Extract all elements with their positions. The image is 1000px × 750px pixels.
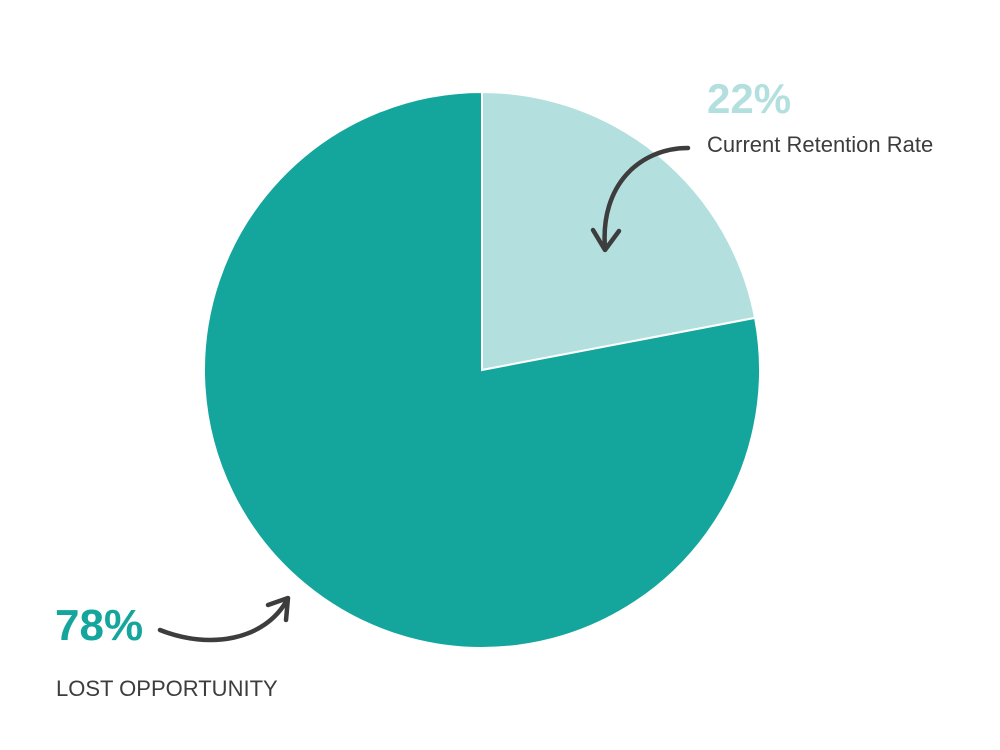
lost-caption: LOST OPPORTUNITY [56, 676, 278, 701]
retention-caption: Current Retention Rate [707, 132, 933, 157]
slice-lost-opportunity [203, 90, 761, 649]
lost-percent-label: 78% [55, 601, 143, 650]
retention-arrow-icon [602, 145, 691, 251]
lost-arrowhead-icon [265, 595, 291, 623]
retention-percent-label: 22% [707, 75, 791, 122]
pie-slices [203, 90, 761, 649]
lost-arrow-icon [157, 597, 290, 643]
retention-arrowhead-icon [590, 227, 622, 253]
